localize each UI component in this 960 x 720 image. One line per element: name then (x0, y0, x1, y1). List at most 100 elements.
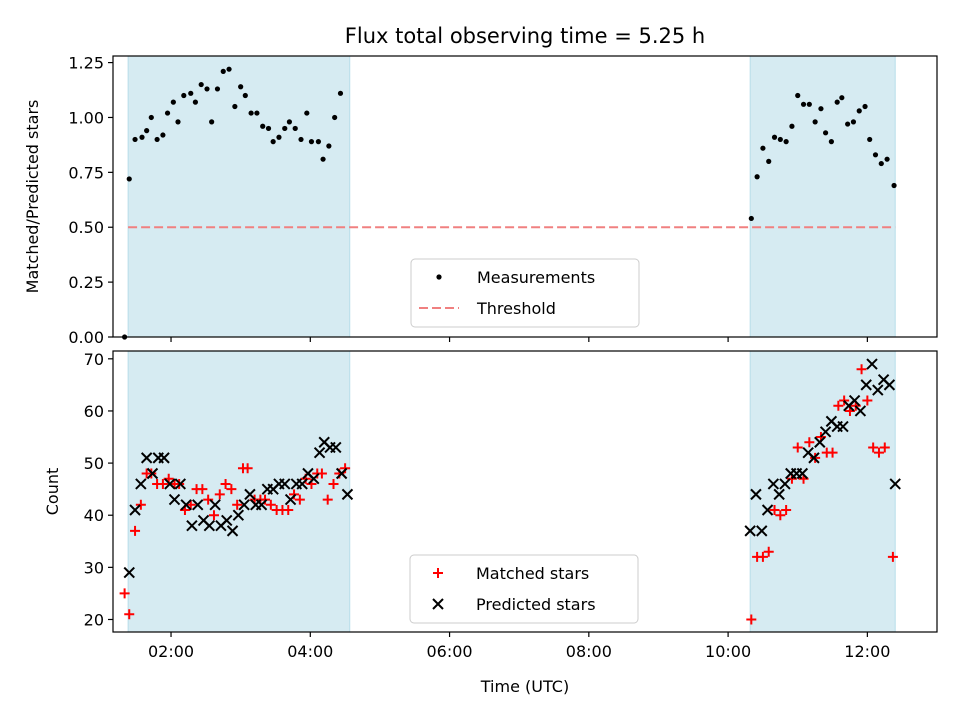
y-tick-label: 20 (84, 610, 104, 629)
chart-title: Flux total observing time = 5.25 h (345, 24, 705, 48)
y-tick-label: 0.00 (68, 328, 104, 347)
x-tick-label: 02:00 (148, 642, 194, 661)
measurement-point (850, 119, 857, 125)
measurement-point (126, 176, 132, 182)
measurement-point (164, 110, 171, 116)
matched-star-point (746, 614, 757, 625)
measurement-point (214, 86, 221, 92)
x-tick-label: 08:00 (566, 642, 612, 661)
measurement-point (232, 103, 238, 110)
measurement-point (148, 114, 154, 121)
matched-star-point (769, 505, 780, 516)
legend-label: Measurements (477, 268, 595, 287)
measurement-point (286, 119, 293, 125)
measurement-point (170, 99, 176, 105)
measurement-point (862, 103, 868, 110)
matched-star-point (242, 463, 253, 474)
x-tick-label: 10:00 (705, 642, 751, 661)
y-tick-label: 1.00 (68, 108, 104, 127)
matched-star-point (873, 447, 884, 458)
measurement-point (238, 84, 244, 90)
predicted-star-point (135, 478, 147, 490)
measurement-point (867, 136, 873, 143)
y-tick-label: 30 (84, 558, 104, 577)
measurement-point (754, 174, 760, 180)
measurement-point (276, 134, 282, 140)
matched-star-point (226, 484, 237, 495)
measurement-point (834, 99, 840, 105)
matched-star-point (322, 494, 333, 505)
y-tick-label: 60 (84, 402, 104, 421)
predicted-star-point (761, 504, 774, 516)
predicted-star-point (279, 478, 291, 490)
predicted-star-point (174, 478, 187, 490)
predicted-star-point (140, 452, 153, 464)
y-tick-label: 50 (84, 454, 104, 473)
predicted-star-point (767, 478, 780, 490)
measurement-point (292, 125, 298, 132)
y-tick-label: 1.25 (68, 54, 104, 73)
predicted-star-point (814, 436, 826, 448)
predicted-star-point (756, 525, 768, 537)
matched-star-point (119, 588, 130, 599)
measurement-point (822, 130, 829, 136)
predicted-star-point (192, 499, 204, 511)
matched-star-point (203, 494, 214, 505)
ratio-panel: 0.00 0.25 0.50 0.75 1.00 1.25 Matched/Predicte… (23, 54, 938, 347)
ratio-shaded-span (749, 55, 896, 338)
predicted-star-point (744, 525, 756, 537)
predicted-star-point (796, 467, 809, 480)
predicted-star-point (808, 452, 820, 464)
y-tick-label: 70 (84, 350, 104, 369)
predicted-star-point (889, 478, 901, 490)
predicted-star-point (866, 358, 878, 370)
measurement-point (884, 156, 890, 162)
measurement-point (789, 123, 795, 129)
measurement-point (181, 92, 187, 99)
y-tick-label: 0.50 (68, 218, 104, 237)
predicted-star-point (837, 420, 849, 433)
predicted-star-point (232, 509, 245, 521)
predicted-star-point (848, 394, 861, 407)
measurement-point (818, 106, 824, 112)
measurement-point (220, 68, 226, 74)
legend-label: Matched stars (476, 564, 589, 583)
matched-star-point (208, 510, 219, 521)
measurement-point (298, 136, 304, 143)
measurement-point (175, 119, 181, 125)
measurement-point (806, 101, 812, 107)
matched-star-point (130, 525, 141, 536)
predicted-star-point (203, 519, 216, 532)
measurement-point (265, 125, 272, 132)
x-tick-label: 06:00 (427, 642, 473, 661)
predicted-star-point (129, 504, 141, 516)
ratio-axes-frame (112, 55, 938, 338)
y-axis-label: Count (43, 468, 62, 516)
matched-star-point (328, 478, 339, 489)
measurement-point (248, 110, 254, 116)
ratio-legend (410, 258, 640, 328)
matched-star-point (868, 442, 879, 453)
predicted-star-point (883, 379, 896, 391)
count-panel: 20 30 40 50 60 70 02:00 04:00 06:00 08:00 10:00 12:… (43, 350, 938, 661)
measurement-point (260, 123, 266, 129)
matched-star-point (289, 489, 300, 500)
matched-star-point (265, 499, 276, 510)
matched-star-point (775, 510, 786, 521)
legend-label: Threshold (476, 299, 556, 318)
legend-marker-measurements (436, 274, 442, 280)
measurement-point (308, 139, 315, 145)
matched-star-point (316, 468, 327, 479)
measurement-point (132, 136, 138, 143)
predicted-star-point (773, 488, 785, 501)
measurement-point (204, 86, 210, 92)
predicted-star-point (226, 525, 239, 537)
measurement-point (828, 139, 834, 145)
ratio-shaded-span (127, 55, 351, 338)
predicted-star-point (854, 405, 867, 417)
y-axis-label: Matched/Predicted stars (23, 100, 42, 294)
matched-star-point (260, 494, 271, 505)
y-tick-label: 0.75 (68, 163, 104, 182)
measurement-point (320, 156, 326, 162)
